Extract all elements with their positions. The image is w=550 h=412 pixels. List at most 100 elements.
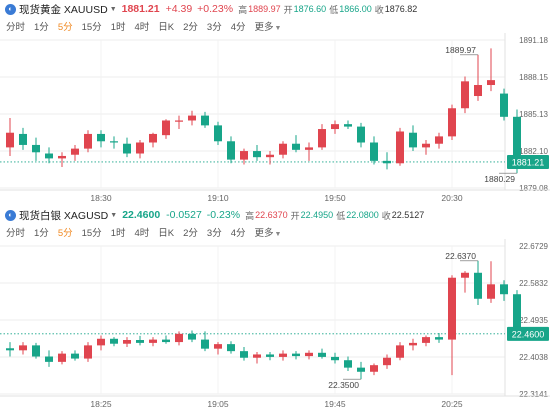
silver-panel: ◐ 现货白银 XAGUSD ▼ 22.4600 -0.0527 -0.23% 高… bbox=[0, 206, 550, 412]
candle-body bbox=[474, 85, 482, 97]
tab-period[interactable]: 15分 bbox=[81, 227, 102, 239]
candle bbox=[201, 331, 209, 352]
open-label: 开 bbox=[283, 4, 293, 15]
candle bbox=[6, 342, 14, 357]
tab-period[interactable]: 1时 bbox=[110, 21, 126, 33]
y-tick-label: 22.4935 bbox=[519, 316, 548, 325]
open-value: 22.4950 bbox=[300, 210, 334, 220]
candle-body bbox=[344, 360, 352, 368]
candle bbox=[136, 140, 144, 159]
tab-period[interactable]: 5分 bbox=[57, 21, 73, 33]
candle-body bbox=[149, 339, 157, 343]
last-price-badge-text: 22.4600 bbox=[512, 329, 545, 339]
candle bbox=[344, 120, 352, 130]
candle bbox=[253, 144, 261, 161]
high-value: 22.6370 bbox=[255, 210, 288, 220]
y-tick-label: 1888.15 bbox=[519, 73, 548, 82]
candle bbox=[474, 260, 482, 305]
tab-period[interactable]: 分时 bbox=[6, 227, 26, 239]
tab-more[interactable]: 更多▼ bbox=[255, 19, 282, 33]
candle-body bbox=[435, 136, 443, 144]
tab-period[interactable]: 1分 bbox=[34, 227, 49, 239]
candle-body bbox=[58, 353, 66, 362]
candle-body bbox=[214, 344, 222, 349]
candle bbox=[396, 127, 404, 166]
candle bbox=[6, 118, 14, 156]
candle-body bbox=[448, 108, 456, 137]
tab-period[interactable]: 4时 bbox=[134, 21, 150, 33]
candle bbox=[97, 130, 105, 148]
candle-body bbox=[175, 120, 183, 122]
x-tick-label: 20:25 bbox=[441, 399, 463, 409]
tab-period[interactable]: 2分 bbox=[183, 21, 198, 33]
x-tick-label: 19:05 bbox=[207, 399, 229, 409]
chevron-down-icon[interactable]: ▼ bbox=[109, 5, 117, 13]
x-tick-label: 19:50 bbox=[324, 193, 346, 203]
candle-body bbox=[149, 133, 157, 143]
candle-body bbox=[318, 129, 326, 148]
y-tick-label: 22.4038 bbox=[519, 353, 548, 362]
x-tick-label: 19:10 bbox=[207, 193, 229, 203]
tab-period[interactable]: 4分 bbox=[230, 227, 246, 239]
low-label: 低 bbox=[329, 4, 339, 15]
candle bbox=[331, 352, 339, 364]
candle-body bbox=[383, 160, 391, 164]
tab-period[interactable]: 分时 bbox=[6, 21, 26, 33]
candle-body bbox=[513, 294, 521, 334]
candle-body bbox=[292, 143, 300, 150]
tab-period[interactable]: 4时 bbox=[134, 227, 150, 239]
tab-period[interactable]: 1时 bbox=[110, 227, 126, 239]
tab-period[interactable]: 4分 bbox=[230, 21, 246, 33]
chevron-down-icon[interactable]: ▼ bbox=[110, 211, 118, 219]
candle bbox=[71, 144, 79, 161]
candle bbox=[175, 331, 183, 346]
x-tick-label: 18:30 bbox=[90, 193, 112, 203]
candle-body bbox=[123, 340, 131, 344]
x-tick-label: 18:25 bbox=[90, 399, 112, 409]
close-value: 1876.82 bbox=[384, 4, 418, 14]
low-value: 1866.00 bbox=[339, 4, 372, 14]
tab-period[interactable]: 日K bbox=[158, 227, 175, 239]
candle bbox=[123, 337, 131, 348]
candle bbox=[45, 147, 53, 164]
tab-period[interactable]: 3分 bbox=[206, 227, 222, 239]
candle-body bbox=[162, 339, 170, 343]
tab-period[interactable]: 2分 bbox=[183, 227, 198, 239]
candle bbox=[422, 335, 430, 347]
candle bbox=[344, 356, 352, 371]
annotation-label: 1880.29 bbox=[484, 174, 515, 184]
candle-body bbox=[370, 365, 378, 372]
candle bbox=[58, 351, 66, 365]
chevron-down-icon: ▼ bbox=[274, 230, 282, 238]
candle-body bbox=[253, 151, 261, 158]
candle bbox=[110, 136, 118, 149]
low-value: 22.0800 bbox=[346, 210, 379, 220]
candle bbox=[292, 135, 300, 153]
tab-period[interactable]: 3分 bbox=[206, 21, 222, 33]
tab-period[interactable]: 15分 bbox=[81, 21, 102, 33]
tab-period[interactable]: 日K bbox=[158, 21, 175, 33]
high-value: 1889.97 bbox=[248, 4, 281, 14]
candle bbox=[58, 152, 66, 167]
symbol-name[interactable]: 现货白银 XAGUSD bbox=[19, 209, 109, 222]
candle bbox=[318, 348, 326, 359]
y-tick-label: 22.5832 bbox=[519, 279, 548, 288]
silver-candlestick-chart[interactable]: 22.6729 22.5832 22.4935 22.4038 22.3141 18:25… bbox=[0, 239, 550, 412]
candle-body bbox=[240, 151, 248, 160]
last-price: 22.4600 bbox=[122, 209, 161, 221]
candle bbox=[305, 142, 313, 161]
y-tick-label: 22.6729 bbox=[519, 242, 548, 251]
open-label: 开 bbox=[290, 210, 300, 221]
symbol-name[interactable]: 现货黄金 XAUUSD bbox=[19, 3, 108, 16]
candle-body bbox=[84, 133, 92, 149]
price-change: +4.39 bbox=[165, 3, 193, 15]
candle bbox=[292, 351, 300, 360]
tab-period[interactable]: 5分 bbox=[57, 227, 73, 239]
y-tick-label: 1885.13 bbox=[519, 110, 548, 119]
tab-more[interactable]: 更多▼ bbox=[255, 225, 282, 239]
candle-body bbox=[110, 338, 118, 344]
candle-body bbox=[500, 93, 508, 117]
x-tick-label: 19:45 bbox=[324, 399, 346, 409]
gold-candlestick-chart[interactable]: 1891.18 1888.15 1885.13 1882.10 1879.08 18:30… bbox=[0, 33, 550, 206]
tab-period[interactable]: 1分 bbox=[34, 21, 49, 33]
